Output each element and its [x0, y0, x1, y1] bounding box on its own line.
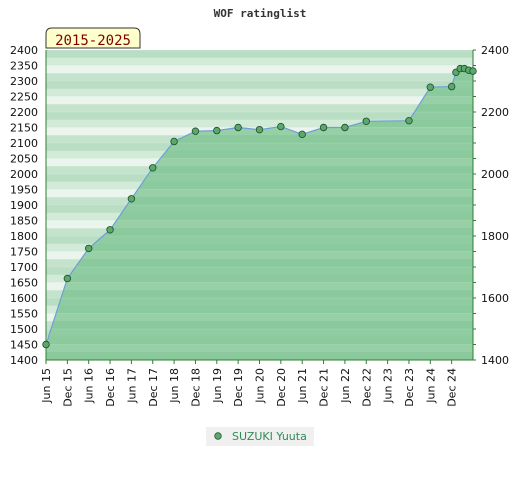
legend: SUZUKI Yuuta	[206, 427, 314, 446]
x-tick-label: Dec 15	[61, 368, 74, 407]
x-tick-label: Jun 23	[382, 368, 395, 404]
chart-title: WOF ratinglist	[214, 7, 307, 20]
y-tick-label-left: 2150	[10, 122, 38, 135]
y-tick-label-left: 2000	[10, 168, 38, 181]
data-point	[84, 244, 93, 253]
x-axis: Jun 15 Dec 15 Jun 16 Dec 16 Jun 17 Dec 17 Jun …	[40, 360, 459, 407]
y-tick-label-left: 1750	[10, 246, 38, 259]
x-tick-label: Dec 18	[189, 368, 202, 407]
x-tick-label: Dec 21	[318, 368, 331, 407]
y-tick-label-left: 2100	[10, 137, 38, 150]
y-tick-label-right: 2200	[481, 106, 509, 119]
data-point	[405, 116, 413, 125]
y-axis-left: 1400 1450 1500 1550 1600 1650 1700 1750 1800 1850…	[10, 44, 38, 367]
x-tick-label: Dec 23	[403, 368, 416, 407]
y-tick-label-left: 2400	[10, 44, 38, 57]
y-tick-label-right: 1800	[481, 230, 509, 243]
y-axis-right: 1400 1600 1800 2000 2200 2400	[473, 44, 509, 367]
y-tick-label-left: 2200	[10, 106, 38, 119]
y-tick-label-left: 2250	[10, 91, 38, 104]
y-tick-label-left: 2050	[10, 153, 38, 166]
y-tick-label-left: 1950	[10, 184, 38, 197]
x-tick-label: Dec 24	[446, 368, 459, 407]
y-tick-label-left: 1450	[10, 339, 38, 352]
data-point	[106, 226, 114, 234]
data-point	[149, 164, 157, 172]
data-point	[213, 126, 221, 135]
y-tick-label-left: 1700	[10, 261, 38, 274]
series-area	[46, 50, 473, 360]
data-point	[63, 274, 72, 283]
y-tick-label-left: 1800	[10, 230, 38, 243]
grid-lines	[46, 49, 473, 361]
legend-marker	[214, 432, 222, 440]
data-point	[234, 123, 242, 132]
y-tick-label-left: 1500	[10, 323, 38, 336]
data-point	[469, 67, 477, 75]
y-tick-label-left: 1400	[10, 354, 38, 367]
date-range-badge: 2015-2025	[45, 27, 141, 49]
data-point	[191, 127, 200, 135]
x-tick-label: Dec 19	[232, 368, 245, 407]
x-tick-label: Dec 16	[104, 368, 117, 407]
data-point	[319, 123, 328, 132]
data-point	[362, 117, 370, 125]
y-tick-label-left: 1600	[10, 292, 38, 305]
series-markers	[42, 64, 477, 349]
x-tick-label: Jun 19	[211, 368, 224, 404]
y-tick-label-left: 1900	[10, 199, 38, 212]
data-point	[42, 340, 50, 349]
y-tick-label-right: 2000	[481, 168, 509, 181]
x-tick-label: Dec 20	[275, 368, 288, 407]
date-range-label: 2015-2025	[55, 33, 131, 49]
x-tick-label: Jun 17	[125, 368, 138, 404]
x-tick-label: Jun 16	[83, 368, 96, 404]
x-tick-label: Jun 21	[296, 368, 309, 404]
data-point	[426, 83, 434, 91]
x-tick-label: Dec 22	[360, 368, 373, 407]
x-tick-label: Jun 22	[339, 368, 352, 404]
data-point	[341, 123, 349, 132]
y-tick-label-right: 2400	[481, 44, 509, 57]
data-point	[298, 130, 306, 139]
y-tick-label-right: 1400	[481, 354, 509, 367]
y-tick-label-left: 2300	[10, 75, 38, 88]
data-point	[127, 195, 136, 203]
data-point	[255, 125, 264, 134]
x-tick-label: Jun 15	[40, 368, 53, 404]
y-tick-label-right: 1600	[481, 292, 509, 305]
x-tick-label: Dec 17	[147, 368, 160, 407]
x-tick-label: Jun 20	[254, 368, 267, 404]
y-tick-label-left: 1550	[10, 308, 38, 321]
y-tick-label-left: 1850	[10, 215, 38, 228]
data-point	[447, 82, 456, 91]
x-tick-label: Jun 24	[424, 368, 437, 404]
y-tick-label-left: 1650	[10, 277, 38, 290]
data-point	[170, 137, 178, 146]
x-tick-label: Jun 18	[168, 368, 181, 404]
y-tick-label-left: 2350	[10, 60, 38, 73]
legend-entry: SUZUKI Yuuta	[232, 430, 307, 443]
data-point	[277, 122, 285, 131]
